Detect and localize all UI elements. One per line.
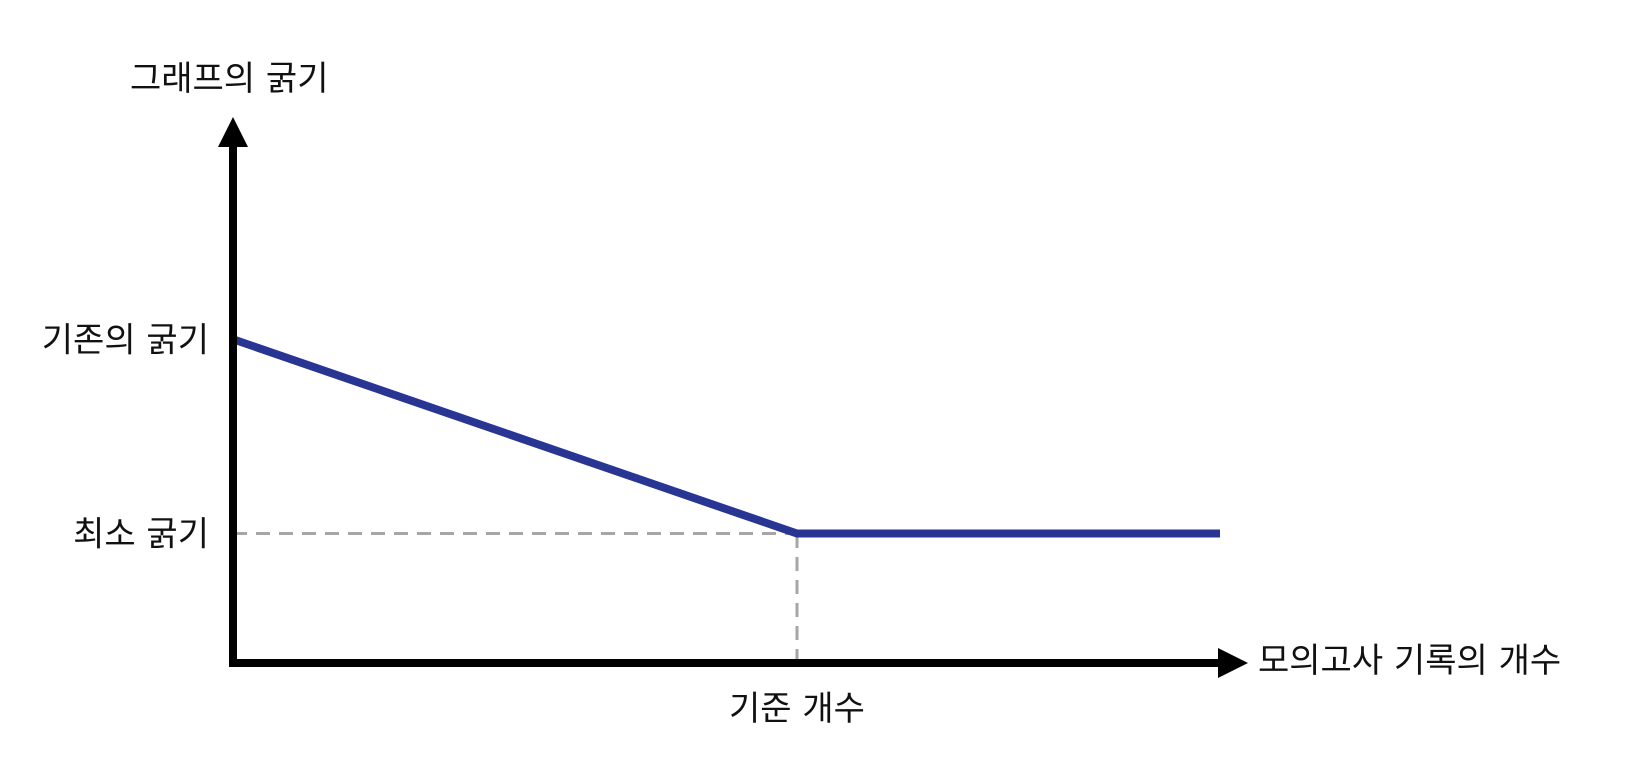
y-tick-label: 최소 굵기	[73, 515, 209, 555]
axes	[218, 117, 1248, 678]
y-axis-label: 그래프의 굵기	[130, 59, 329, 99]
x-axis-arrowhead	[1218, 648, 1248, 678]
guide-lines	[233, 532, 799, 663]
x-axis-label: 모의고사 기록의 개수	[1258, 641, 1561, 681]
labels: 그래프의 굵기 모의고사 기록의 개수	[130, 59, 1561, 681]
y-axis-arrowhead	[218, 117, 248, 147]
y-tick-label: 기존의 굵기	[42, 320, 209, 360]
series-layer	[231, 335, 1220, 538]
series-line-0	[231, 335, 1220, 538]
x-tick-label: 기준 개수	[729, 689, 865, 729]
